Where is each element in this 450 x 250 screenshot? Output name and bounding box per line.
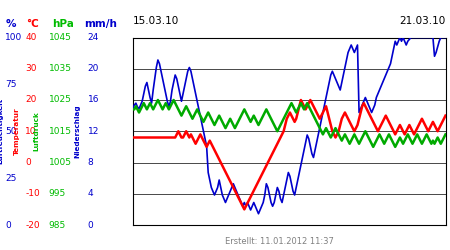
Text: 1015: 1015 [49,127,72,136]
Text: 0: 0 [88,220,94,230]
Text: 25: 25 [5,174,17,182]
Text: Erstellt: 11.01.2012 11:37: Erstellt: 11.01.2012 11:37 [225,237,333,246]
Text: 1025: 1025 [49,96,72,104]
Text: Luftdruck: Luftdruck [33,112,39,151]
Text: Niederschlag: Niederschlag [74,104,81,158]
Text: 100: 100 [5,33,22,42]
Text: 995: 995 [49,189,66,198]
Text: 40: 40 [25,33,36,42]
Text: 16: 16 [88,96,99,104]
Text: 15.03.10: 15.03.10 [133,16,179,26]
Text: hPa: hPa [52,19,74,29]
Text: 10: 10 [25,127,37,136]
Text: 985: 985 [49,220,66,230]
Text: 4: 4 [88,189,94,198]
Text: -10: -10 [25,189,40,198]
Text: %: % [5,19,16,29]
Text: 20: 20 [25,96,36,104]
Text: 1045: 1045 [49,33,72,42]
Text: mm/h: mm/h [85,19,117,29]
Text: 50: 50 [5,127,17,136]
Text: -20: -20 [25,220,40,230]
Text: 1005: 1005 [49,158,72,167]
Text: 21.03.10: 21.03.10 [399,16,446,26]
Text: 1035: 1035 [49,64,72,73]
Text: 8: 8 [88,158,94,167]
Text: Luftfeuchtigkeit: Luftfeuchtigkeit [0,98,4,164]
Text: 75: 75 [5,80,17,89]
Text: °C: °C [26,19,39,29]
Text: 12: 12 [88,127,99,136]
Text: 20: 20 [88,64,99,73]
Text: 0: 0 [5,220,11,230]
Text: Temperatur: Temperatur [14,108,20,155]
Text: 0: 0 [25,158,31,167]
Text: 30: 30 [25,64,37,73]
Text: 24: 24 [88,33,99,42]
